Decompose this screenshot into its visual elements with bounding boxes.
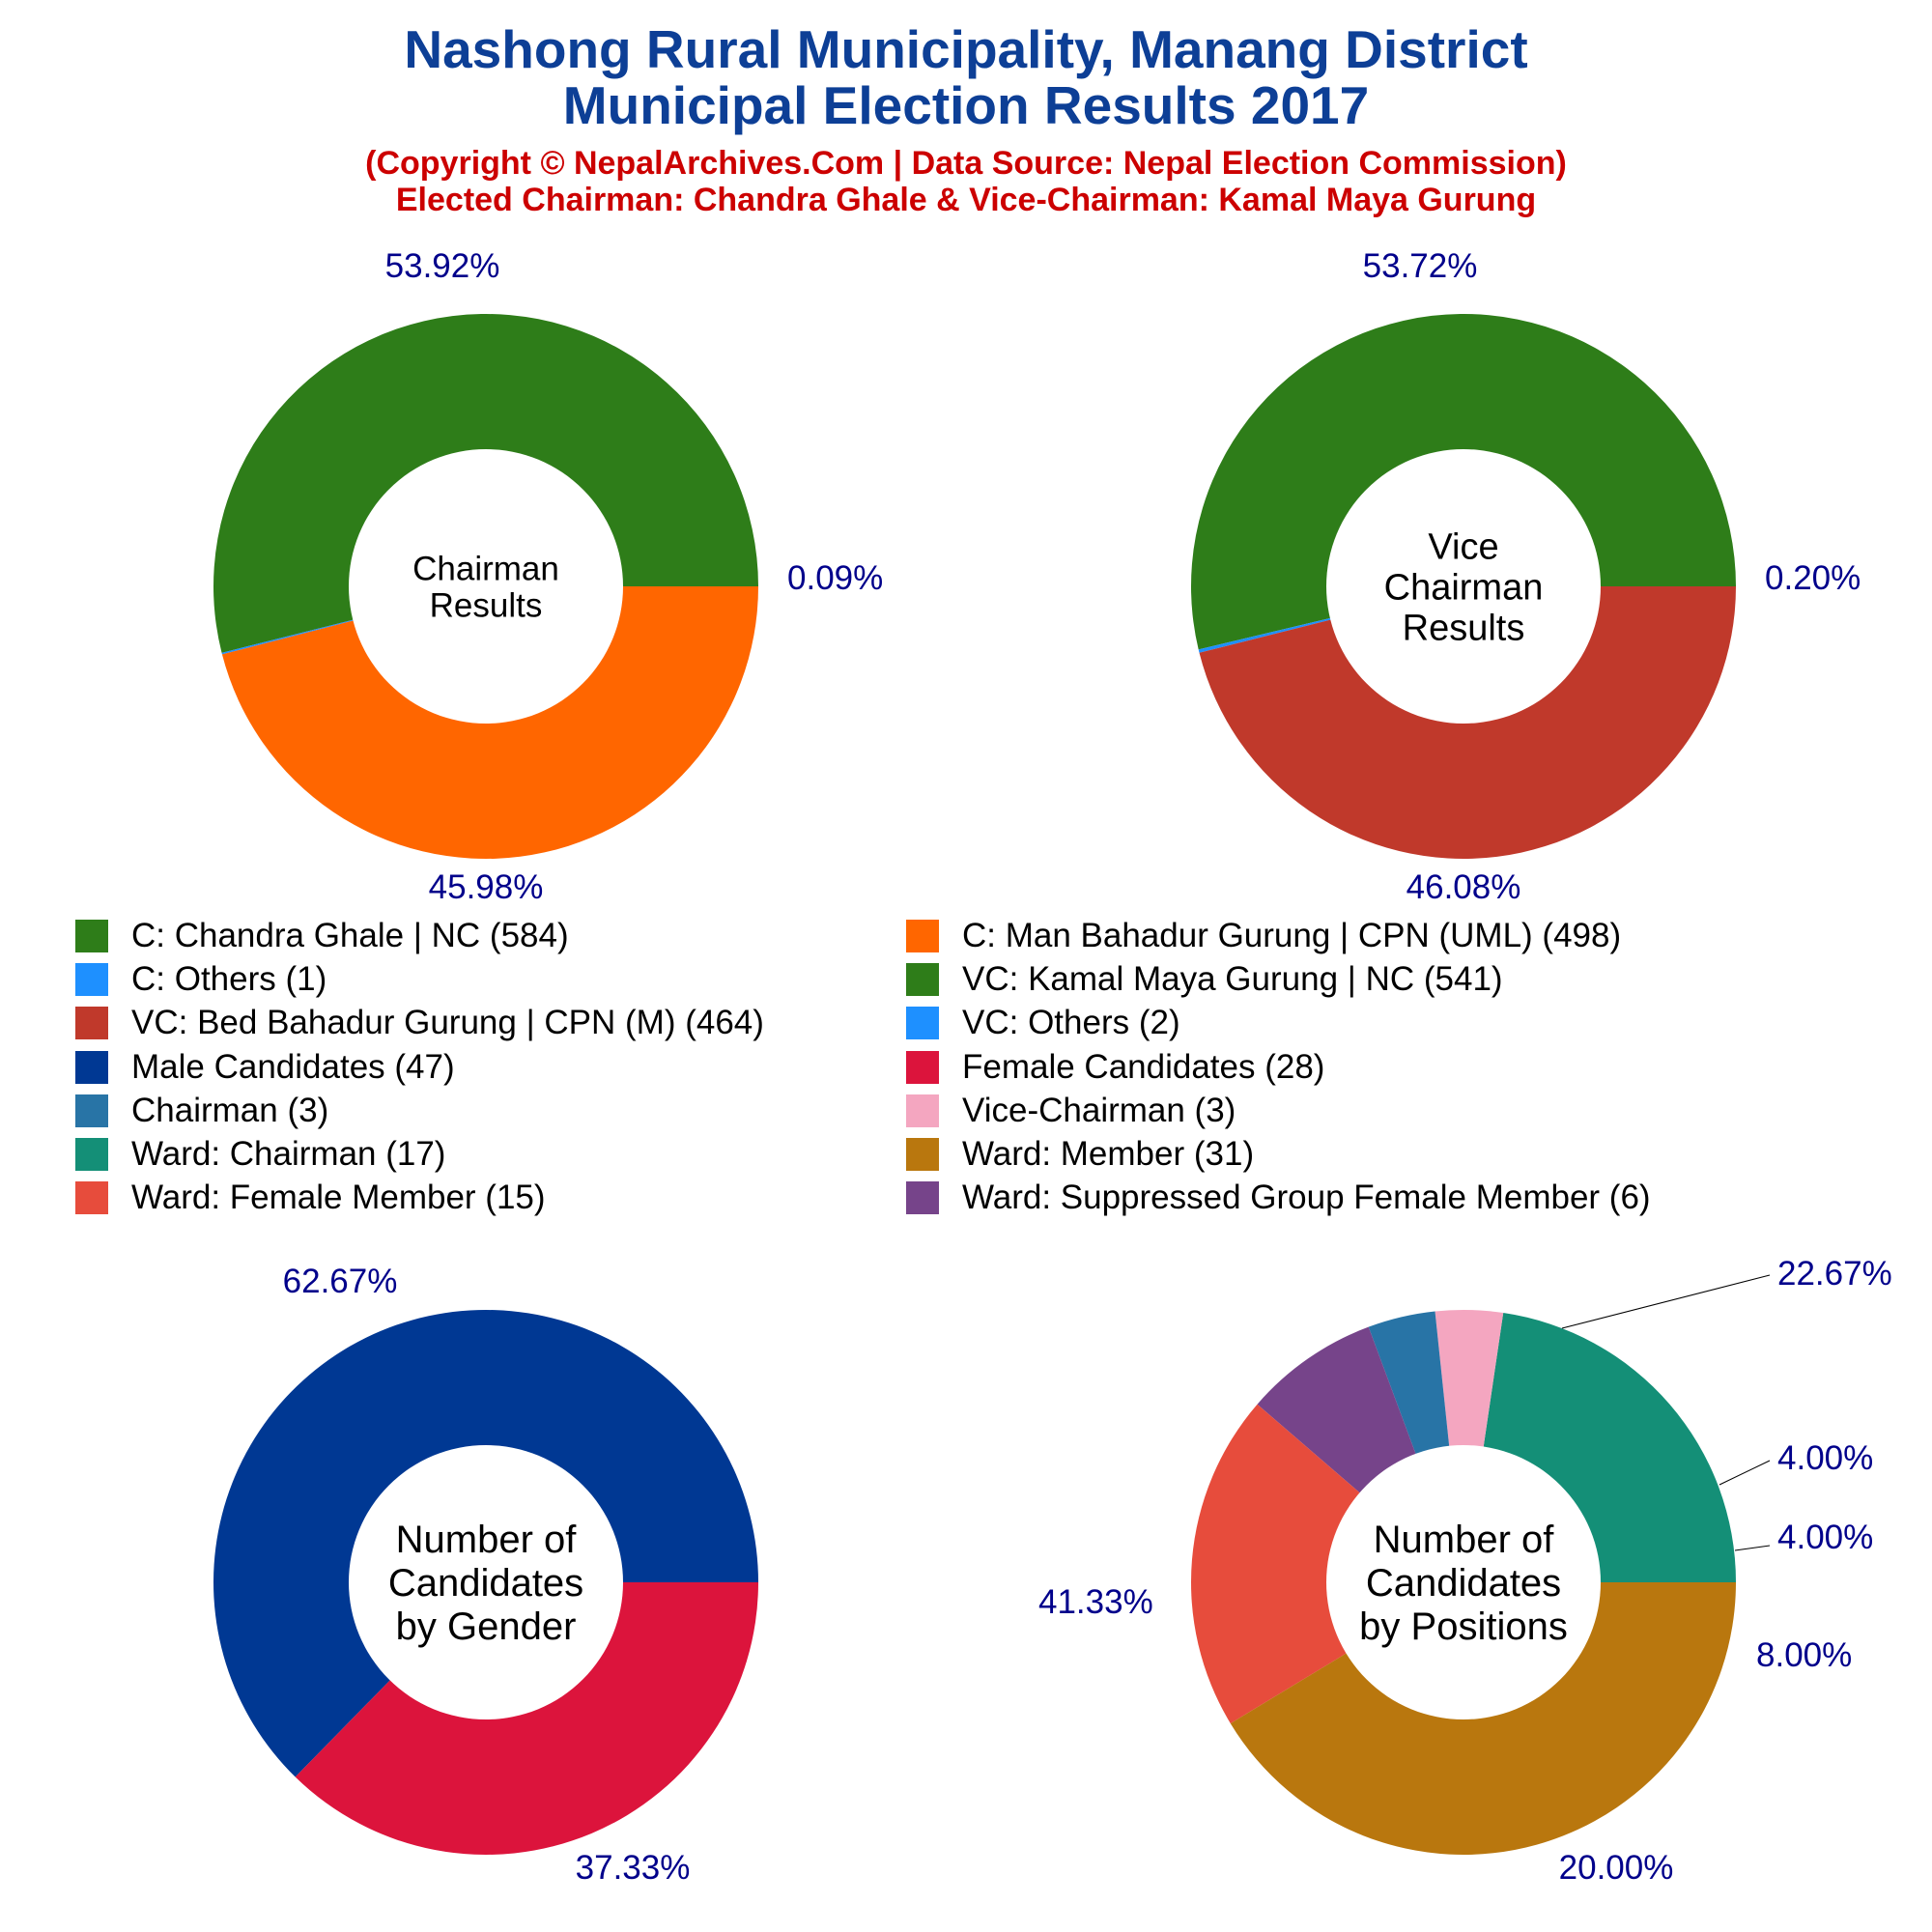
legend-item: Vice-Chairman (3) (906, 1091, 1236, 1131)
donut-chart-4: 22.67% 4.00% 4.00% 8.00% 20.00% 41.33% Number … (1038, 1255, 1892, 1887)
donut-hole (1326, 449, 1601, 724)
donut-center-label: Chairman (412, 550, 559, 587)
legend-label: Ward: Suppressed Group Female Member (6) (962, 1179, 1651, 1217)
legend-item: C: Chandra Ghale | NC (584) (75, 916, 569, 956)
legend-item: C: Others (1) (75, 959, 327, 1000)
legend-swatch (75, 1094, 108, 1127)
legend-label: Chairman (3) (131, 1091, 329, 1129)
legend-label: Vice-Chairman (3) (962, 1091, 1236, 1129)
slice-percent-label: 20.00% (1559, 1849, 1674, 1887)
label-leader-line (1734, 1545, 1771, 1551)
donut-center-label: Results (430, 586, 543, 624)
legend-item: VC: Kamal Maya Gurung | NC (541) (906, 959, 1503, 1000)
legend-swatch (75, 1007, 108, 1040)
legend-swatch (906, 1007, 939, 1040)
legend-swatch (906, 1094, 939, 1127)
legend-item: C: Man Bahadur Gurung | CPN (UML) (498) (906, 916, 1621, 956)
legend-item: Ward: Female Member (15) (75, 1178, 546, 1218)
legend-swatch (75, 920, 108, 952)
legend-label: C: Others (1) (131, 960, 327, 999)
legend-label: C: Man Bahadur Gurung | CPN (UML) (498) (962, 917, 1622, 954)
slice-percent-label: 0.20% (1765, 559, 1861, 597)
legend-label: Ward: Member (31) (962, 1135, 1255, 1173)
legend-item: VC: Others (2) (906, 1003, 1180, 1043)
donut-center-label: Number of (1374, 1519, 1555, 1561)
legend-label: VC: Others (2) (962, 1004, 1180, 1042)
slice-percent-label: 53.72% (1363, 247, 1478, 285)
legend-item: Male Candidates (47) (75, 1047, 455, 1088)
donut-center-label: Number of (396, 1519, 578, 1561)
legend-label: VC: Kamal Maya Gurung | NC (541) (962, 960, 1503, 999)
slice-percent-label: 62.67% (283, 1263, 398, 1300)
legend-item: Ward: Chairman (17) (75, 1134, 445, 1175)
title-line-1: Nashong Rural Municipality, Manang Distr… (404, 19, 1528, 79)
legend-label: Female Candidates (28) (962, 1047, 1325, 1086)
legend-swatch (906, 920, 939, 952)
slice-percent-label: 41.33% (1038, 1583, 1153, 1621)
slice-percent-label: 53.92% (385, 247, 500, 285)
legend-swatch (75, 1181, 108, 1215)
legend-swatch (75, 963, 108, 997)
legend-item: VC: Bed Bahadur Gurung | CPN (M) (464) (75, 1003, 764, 1043)
legend-label: Ward: Female Member (15) (131, 1179, 546, 1217)
donut-hole (349, 449, 623, 724)
subtitle-line-1: (Copyright © NepalArchives.Com | Data So… (365, 145, 1567, 182)
chart-titles: Nashong Rural Municipality, Manang Distr… (0, 21, 1932, 218)
pie-slice (295, 1582, 758, 1855)
donut-center-label: Chairman (1384, 567, 1544, 608)
pie-slice (1190, 1404, 1463, 1724)
legend-swatch (75, 1050, 108, 1084)
slice-percent-label: 45.98% (429, 868, 544, 906)
donut-center-label: by Gender (396, 1605, 577, 1648)
title-line-2: Municipal Election Results 2017 (562, 75, 1370, 135)
slice-percent-label: 37.33% (576, 1849, 691, 1887)
legend-item: Chairman (3) (75, 1091, 328, 1131)
legend-swatch (906, 1181, 939, 1215)
legend-label: VC: Bed Bahadur Gurung | CPN (M) (464) (131, 1004, 764, 1042)
legend-item: Ward: Suppressed Group Female Member (6) (906, 1178, 1651, 1218)
donut-center-label: Vice (1428, 526, 1498, 567)
legend-item: Female Candidates (28) (906, 1047, 1324, 1088)
legend-label: Male Candidates (47) (131, 1047, 455, 1086)
label-leader-line (1719, 1460, 1771, 1486)
donut-hole (1326, 1445, 1601, 1719)
legend-swatch (906, 1050, 939, 1084)
donut-hole (349, 1445, 623, 1719)
donut-center-label: by Positions (1359, 1605, 1568, 1648)
legend-swatch (906, 1138, 939, 1171)
legend-item: Ward: Member (31) (906, 1134, 1254, 1175)
legend-swatch (75, 1138, 108, 1171)
slice-percent-label: 4.00% (1777, 1439, 1873, 1477)
legend-label: C: Chandra Ghale | NC (584) (131, 917, 569, 954)
slice-percent-label: 22.67% (1777, 1255, 1892, 1293)
slice-percent-label: 0.09% (787, 559, 883, 597)
donut-center-label: Candidates (388, 1562, 583, 1605)
slice-percent-label: 4.00% (1777, 1519, 1873, 1556)
slice-percent-label: 46.08% (1406, 868, 1521, 906)
slice-percent-label: 8.00% (1756, 1636, 1852, 1674)
donut-center-label: Candidates (1366, 1562, 1561, 1605)
legend-label: Ward: Chairman (17) (131, 1135, 446, 1173)
legend-swatch (906, 963, 939, 997)
donut-center-label: Results (1403, 608, 1525, 648)
label-leader-line (1561, 1274, 1771, 1329)
subtitle-line-2: Elected Chairman: Chandra Ghale & Vice-C… (395, 182, 1537, 218)
